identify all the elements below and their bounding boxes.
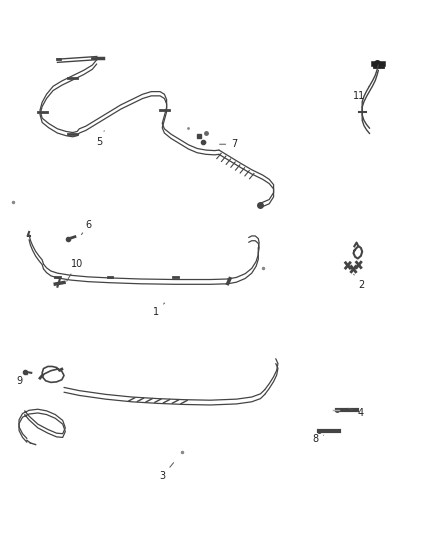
Text: 8: 8 (312, 434, 324, 445)
Text: 10: 10 (67, 259, 83, 281)
Text: 9: 9 (16, 374, 28, 386)
Text: 6: 6 (81, 220, 91, 235)
Text: 7: 7 (219, 139, 237, 149)
Text: 4: 4 (348, 408, 364, 418)
Text: 2: 2 (354, 274, 364, 290)
Text: 5: 5 (96, 131, 104, 147)
Text: 3: 3 (159, 463, 173, 481)
Text: 11: 11 (353, 86, 370, 101)
Text: 1: 1 (152, 303, 165, 317)
